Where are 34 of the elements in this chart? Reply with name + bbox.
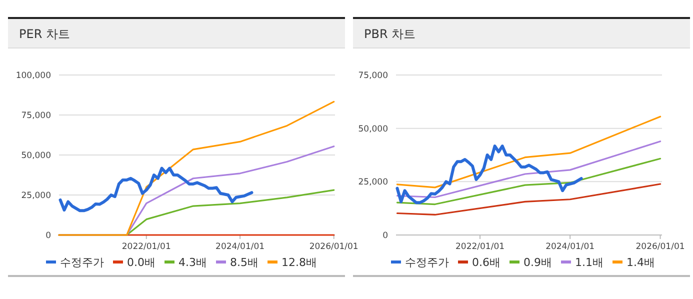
y-tick-label: 0 — [382, 231, 388, 241]
legend-label: 8.5배 — [230, 256, 258, 269]
y-tick-label: 75,000 — [358, 71, 388, 81]
legend-label: 12.8배 — [282, 256, 317, 269]
chart-title: PER 차트 — [19, 27, 70, 41]
y-tick-label: 100,000 — [16, 71, 51, 81]
legend-label: 수정주가 — [405, 256, 449, 269]
x-tick-label: 2024/01/01 — [216, 242, 265, 252]
x-tick-label: 2022/01/01 — [122, 242, 171, 252]
legend-label: 0.6배 — [472, 256, 500, 269]
x-tick-label: 2026/01/01 — [309, 242, 358, 252]
line-series — [396, 158, 662, 206]
x-tick-label: 2022/01/01 — [456, 242, 505, 252]
x-tick-label: 2024/01/01 — [546, 242, 595, 252]
y-tick-label: 75,000 — [21, 111, 51, 121]
y-tick-label: 25,000 — [358, 178, 388, 188]
line-series — [396, 116, 662, 188]
x-tick-label: 2026/01/01 — [636, 242, 685, 252]
legend-label: 4.3배 — [178, 256, 207, 269]
legend-label: 수정주가 — [60, 256, 104, 269]
y-tick-label: 50,000 — [21, 151, 51, 161]
y-tick-label: 0 — [46, 231, 51, 241]
line-series — [396, 144, 583, 204]
legend-label: 0.9배 — [524, 256, 552, 269]
chart-title: PBR 차트 — [364, 27, 416, 41]
y-tick-label: 50,000 — [358, 124, 388, 134]
line-series — [58, 100, 335, 236]
legend-label: 1.4배 — [626, 256, 655, 269]
line-series — [396, 140, 662, 198]
line-series — [58, 166, 254, 212]
legend-label: 0.0배 — [127, 256, 156, 269]
line-series — [396, 183, 662, 216]
y-tick-label: 25,000 — [21, 191, 51, 201]
legend-label: 1.1배 — [575, 256, 604, 269]
